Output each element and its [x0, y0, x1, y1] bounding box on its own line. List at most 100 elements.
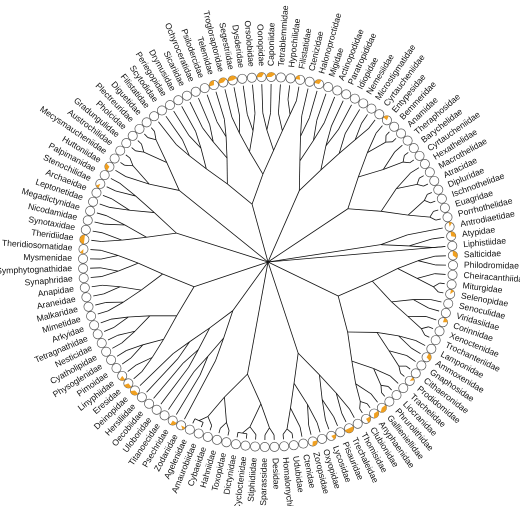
branch	[101, 250, 118, 255]
tip-marker-circle	[276, 73, 285, 82]
branch	[176, 233, 268, 262]
branch	[404, 152, 408, 155]
branch	[135, 316, 150, 331]
branch	[390, 376, 398, 383]
branch	[225, 89, 232, 117]
branch	[234, 87, 239, 115]
branch	[267, 130, 274, 150]
tip-label: Mysmenidae	[23, 252, 72, 263]
tip-marker	[194, 429, 203, 438]
branch	[109, 207, 129, 210]
tip-label: Salticidae	[464, 248, 502, 259]
branch	[194, 356, 208, 371]
tip-marker	[353, 419, 362, 428]
branch	[430, 217, 436, 220]
tip-marker-circle	[247, 73, 256, 82]
branch	[417, 184, 423, 186]
branch	[408, 215, 430, 217]
branch	[125, 225, 147, 237]
tip-marker	[361, 414, 370, 423]
branch	[435, 274, 446, 275]
branch	[101, 255, 118, 259]
tip-marker	[144, 399, 153, 408]
branch	[108, 335, 118, 340]
branch	[199, 417, 208, 421]
tip-marker	[427, 344, 436, 353]
branch	[418, 256, 435, 261]
branch	[290, 101, 296, 115]
branch	[383, 152, 395, 170]
tip-marker	[333, 86, 342, 95]
branch	[403, 155, 404, 162]
branch	[216, 338, 224, 361]
branch	[182, 140, 189, 156]
tip-marker-circle	[434, 185, 443, 194]
branch	[381, 235, 408, 245]
tip-marker	[446, 290, 455, 299]
tip-marker	[209, 80, 218, 89]
tip-marker-circle	[142, 118, 151, 127]
branch	[126, 155, 130, 158]
tip-marker	[276, 73, 285, 82]
tip-marker	[116, 146, 125, 155]
branch	[200, 356, 208, 375]
tip-marker	[382, 116, 391, 125]
tip-marker	[434, 185, 443, 194]
tip-marker-circle	[425, 168, 434, 177]
tip-marker	[247, 73, 256, 82]
branch	[252, 85, 255, 114]
tip-marker-circle	[182, 91, 191, 100]
branch	[91, 277, 102, 278]
tip-marker	[150, 112, 159, 121]
branch	[421, 327, 428, 329]
tip-marker-circle	[200, 84, 209, 93]
tip-marker-circle	[427, 344, 436, 353]
branch	[122, 358, 131, 364]
tip-marker	[317, 434, 326, 443]
branch	[101, 319, 111, 323]
branch	[392, 302, 408, 317]
branch	[428, 327, 433, 329]
tip-marker-circle	[415, 151, 424, 160]
branch	[398, 261, 418, 269]
branch	[408, 200, 424, 215]
tip-marker	[425, 168, 434, 177]
branch	[243, 86, 247, 114]
branch	[307, 404, 317, 422]
branch	[413, 300, 428, 309]
branch	[395, 145, 403, 152]
branch	[296, 87, 298, 101]
tip-marker	[241, 441, 250, 450]
tip-label: Caponiidae	[266, 22, 277, 66]
branch	[102, 285, 120, 286]
branch	[122, 237, 147, 240]
branch	[97, 213, 107, 216]
tip-marker	[182, 91, 191, 100]
tip-marker-circle	[194, 429, 203, 438]
branch	[372, 281, 391, 302]
branch	[120, 162, 124, 165]
branch	[107, 187, 116, 191]
branch	[224, 311, 233, 338]
tip-marker	[137, 393, 146, 402]
branch	[91, 240, 101, 241]
tip-marker	[445, 222, 454, 231]
branch	[429, 308, 439, 311]
tip-marker	[270, 442, 279, 451]
branch	[195, 419, 199, 421]
tip-marker	[88, 197, 97, 206]
branch	[193, 419, 195, 424]
tip-marker	[448, 270, 457, 279]
branch	[417, 178, 419, 184]
branch	[108, 302, 123, 311]
branch	[198, 328, 209, 350]
branch	[290, 408, 300, 427]
branch	[141, 144, 143, 152]
branch	[406, 366, 410, 369]
tip-marker-circle	[238, 74, 247, 83]
tree-branches	[90, 84, 446, 440]
branch	[381, 245, 409, 246]
tip-marker-circle	[110, 154, 119, 163]
branch	[177, 287, 194, 316]
branch	[338, 281, 372, 296]
